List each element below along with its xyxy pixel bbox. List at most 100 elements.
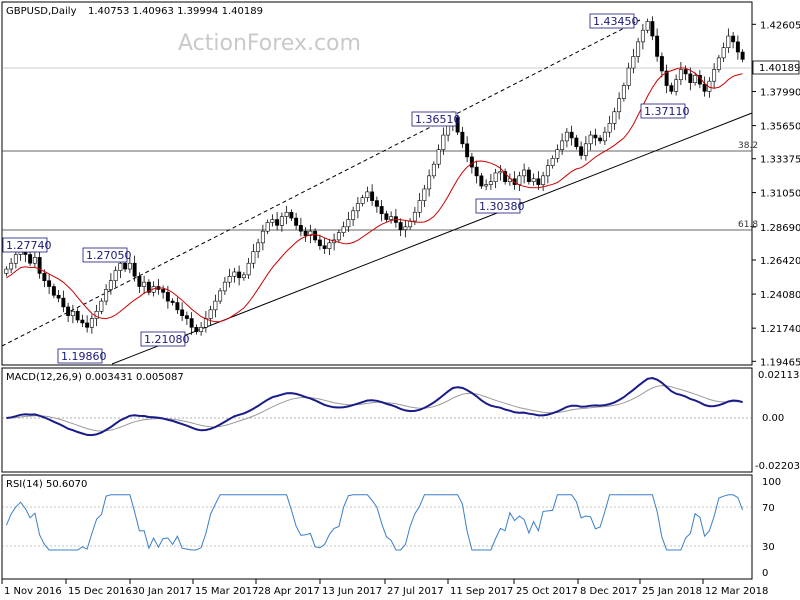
- candle-body: [659, 56, 664, 72]
- candle-body: [346, 219, 351, 228]
- candle-body: [284, 211, 289, 217]
- candle-body: [4, 268, 9, 274]
- candle-body: [213, 300, 218, 311]
- candle-body: [336, 232, 341, 241]
- candle-body: [655, 35, 660, 57]
- candle-body: [550, 158, 555, 166]
- candle-body: [180, 309, 185, 316]
- candle-body: [526, 169, 531, 182]
- candle-body: [279, 216, 284, 226]
- price-tick-label: 1.37990: [760, 88, 800, 99]
- candle-body: [32, 257, 37, 264]
- candle-body: [270, 219, 275, 223]
- price-panel: [1, 1, 753, 366]
- rsi-line: [5, 494, 744, 551]
- candle-body: [13, 254, 18, 264]
- candle-body: [403, 226, 408, 231]
- candle-body: [113, 270, 118, 281]
- candle-body: [626, 67, 631, 86]
- candle-body: [607, 123, 612, 133]
- candle-body: [536, 178, 541, 185]
- candle-body: [189, 318, 194, 328]
- price-tick-label: 1.21740: [760, 324, 800, 335]
- candle-body: [61, 297, 66, 308]
- candle-body: [289, 211, 294, 219]
- candle-body: [493, 172, 498, 182]
- candle-body: [322, 245, 327, 249]
- macd-line: [6, 376, 743, 437]
- candle-body: [636, 41, 641, 57]
- price-tick-label: 1.33375: [760, 155, 800, 166]
- price-tick-label: 1.31050: [760, 189, 800, 200]
- annotation-1-19860: 1.19860: [57, 348, 107, 364]
- candle-body: [688, 73, 693, 83]
- time-tick-label: 28 Apr 2017: [258, 586, 320, 597]
- candle-body: [740, 51, 745, 60]
- annotation-label: 1.37110: [644, 105, 690, 118]
- candle-body: [194, 327, 199, 332]
- candle-body: [265, 222, 270, 232]
- candle-body: [308, 230, 313, 236]
- candle-body: [389, 216, 394, 220]
- annotation-1-27740: 1.27740: [2, 237, 52, 253]
- candle-body: [355, 203, 360, 212]
- time-axis: 1 Nov 2016 15 Dec 2016 30 Jan 2017 15 Mar 2…: [1, 579, 768, 597]
- candle-body: [574, 137, 579, 148]
- candle-body: [617, 98, 622, 113]
- annotation-label: 1.19860: [61, 350, 107, 363]
- moving-average-line: [6, 67, 743, 323]
- candle-body: [488, 181, 493, 185]
- time-tick-label: 25 Jan 2018: [642, 586, 702, 597]
- time-tick-label: 15 Mar 2017: [195, 586, 258, 597]
- candle-body: [165, 292, 170, 302]
- candle-body: [184, 315, 189, 319]
- candle-body: [569, 131, 574, 139]
- annotation-label: 1.36510: [415, 113, 461, 126]
- price-tick-label: 1.24080: [760, 290, 800, 301]
- candle-body: [303, 230, 308, 236]
- time-tick-label: 11 Sep 2017: [450, 586, 513, 597]
- last-price-box: [752, 60, 800, 75]
- candle-body: [379, 206, 384, 215]
- candle-body: [460, 131, 465, 145]
- candle-body: [85, 322, 90, 328]
- candle-body: [664, 70, 669, 86]
- candle-body: [9, 262, 14, 270]
- time-tick-label: 30 Jan 2017: [132, 586, 192, 597]
- candle-body: [436, 149, 441, 165]
- candle-body: [541, 175, 546, 185]
- candle-body: [175, 302, 180, 311]
- price-tick-label: 1.26420: [760, 256, 800, 267]
- candle-body: [360, 197, 365, 204]
- fib-label-618: 61.8: [738, 220, 758, 230]
- time-tick-label: 13 Jun 2017: [322, 586, 382, 597]
- candle-body: [474, 166, 479, 177]
- candle-body: [227, 276, 232, 283]
- candle-body: [579, 146, 584, 156]
- candle-body: [517, 175, 522, 185]
- candle-body: [678, 69, 683, 81]
- candle-body: [132, 262, 137, 277]
- candle-body: [427, 175, 432, 190]
- annotation-1-30380: 1.30380: [475, 198, 525, 214]
- candle-body: [237, 271, 242, 279]
- candle-body: [170, 300, 175, 303]
- annotation-1-21080: 1.21080: [140, 331, 190, 347]
- candle-body: [384, 213, 389, 220]
- price-tick-label: 1.19465: [760, 357, 800, 368]
- rsi-axis-70: 70: [762, 503, 775, 514]
- candle-body: [612, 111, 617, 124]
- channel-upper-dashed: [1, 19, 641, 347]
- candle-body: [47, 280, 52, 287]
- macd-signal-line: [6, 385, 743, 432]
- candle-body: [645, 21, 650, 31]
- candle-body: [422, 188, 427, 201]
- annotation-1-27050: 1.27050: [82, 247, 132, 263]
- candle-body: [146, 281, 151, 293]
- time-tick-label: 15 Dec 2016: [68, 586, 132, 597]
- fib-label-382: 38.2: [738, 141, 758, 151]
- candle-body: [222, 281, 227, 292]
- candle-body: [398, 222, 403, 231]
- candle-body: [232, 271, 237, 277]
- annotation-label: 1.27050: [86, 249, 132, 262]
